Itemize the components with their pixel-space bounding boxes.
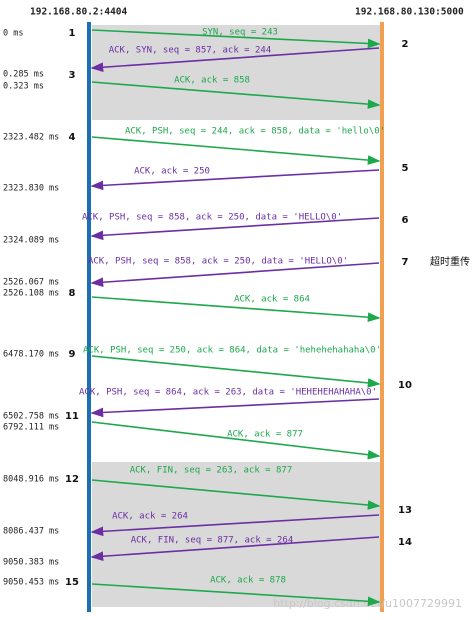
message-arrow bbox=[90, 398, 380, 418]
message-arrow bbox=[91, 136, 381, 165]
message-label: ACK, PSH, seq = 244, ack = 858, data = '… bbox=[125, 127, 385, 137]
message-label: ACK, PSH, seq = 858, ack = 250, data = '… bbox=[82, 213, 342, 223]
message-arrow bbox=[91, 479, 381, 510]
step-number: 10 bbox=[398, 380, 412, 391]
timestamp: 6792.111 ms bbox=[3, 423, 59, 433]
message-arrow bbox=[91, 355, 381, 388]
message-label: ACK, ack = 264 bbox=[112, 512, 188, 522]
timestamp: 2526.108 ms bbox=[3, 289, 59, 299]
step-number: 5 bbox=[402, 163, 409, 174]
message-arrow bbox=[90, 514, 380, 537]
step-number: 4 bbox=[69, 132, 76, 143]
right-lifeline bbox=[380, 22, 384, 612]
step-number: 2 bbox=[402, 39, 409, 50]
step-number: 14 bbox=[398, 537, 412, 548]
step-number: 13 bbox=[398, 505, 412, 516]
message-label: ACK, ack = 877 bbox=[227, 430, 303, 440]
message-arrow bbox=[90, 536, 380, 562]
timestamp: 6502.758 ms bbox=[3, 412, 59, 422]
step-number: 11 bbox=[65, 411, 79, 422]
shaded-region bbox=[92, 25, 380, 120]
message-arrow bbox=[90, 217, 380, 241]
left-lifeline bbox=[87, 22, 91, 612]
message-label: ACK, FIN, seq = 263, ack = 877 bbox=[130, 466, 293, 476]
step-number: 3 bbox=[69, 70, 76, 81]
message-arrow bbox=[91, 583, 381, 607]
step-number: 12 bbox=[65, 474, 79, 485]
message-arrow bbox=[91, 81, 381, 109]
timestamp: 9050.383 ms bbox=[3, 558, 59, 568]
left-host: 192.168.80.2:4404 bbox=[30, 7, 128, 18]
message-label: ACK, PSH, seq = 858, ack = 250, data = '… bbox=[88, 257, 348, 267]
timestamp: 0.323 ms bbox=[3, 82, 44, 92]
step-number: 8 bbox=[69, 288, 76, 299]
message-label: ACK, SYN, seq = 857, ack = 244 bbox=[109, 46, 272, 56]
message-label: ACK, ack = 858 bbox=[174, 76, 250, 86]
timestamp: 8086.437 ms bbox=[3, 527, 59, 537]
watermark: http://blog.csdn.net/u1007729991 bbox=[273, 597, 462, 610]
timestamp: 2526.067 ms bbox=[3, 278, 59, 288]
timestamp: 8048.916 ms bbox=[3, 475, 59, 485]
message-arrow bbox=[90, 262, 380, 288]
message-arrow bbox=[91, 29, 381, 49]
step-number: 1 bbox=[69, 28, 76, 39]
message-arrow bbox=[90, 47, 380, 73]
message-label: SYN, seq = 243 bbox=[202, 28, 278, 38]
message-arrow bbox=[90, 169, 380, 191]
message-arrow bbox=[91, 421, 381, 460]
annotation: 超时重传 bbox=[430, 255, 470, 268]
shaded-region bbox=[92, 462, 380, 607]
message-label: ACK, FIN, seq = 877, ack = 264 bbox=[131, 536, 294, 546]
message-label: ACK, ack = 864 bbox=[234, 295, 310, 305]
step-number: 7 bbox=[402, 257, 409, 268]
timestamp: 2323.482 ms bbox=[3, 133, 59, 143]
message-label: ACK, PSH, seq = 250, ack = 864, data = '… bbox=[83, 346, 381, 356]
message-label: ACK, PSH, seq = 864, ack = 263, data = '… bbox=[79, 388, 377, 398]
timestamp: 9050.453 ms bbox=[3, 578, 59, 588]
message-arrow bbox=[91, 296, 381, 322]
message-label: ACK, ack = 250 bbox=[134, 167, 210, 177]
message-label: ACK, ack = 878 bbox=[210, 576, 286, 586]
step-number: 9 bbox=[69, 349, 76, 360]
step-number: 15 bbox=[65, 577, 79, 588]
timestamp: 2324.089 ms bbox=[3, 236, 59, 246]
right-host: 192.168.80.130:5000 bbox=[355, 7, 464, 18]
timestamp: 2323.830 ms bbox=[3, 184, 59, 194]
timestamp: 0 ms bbox=[3, 29, 23, 39]
step-number: 6 bbox=[402, 215, 409, 226]
timestamp: 0.285 ms bbox=[3, 70, 44, 80]
timestamp: 6478.170 ms bbox=[3, 350, 59, 360]
